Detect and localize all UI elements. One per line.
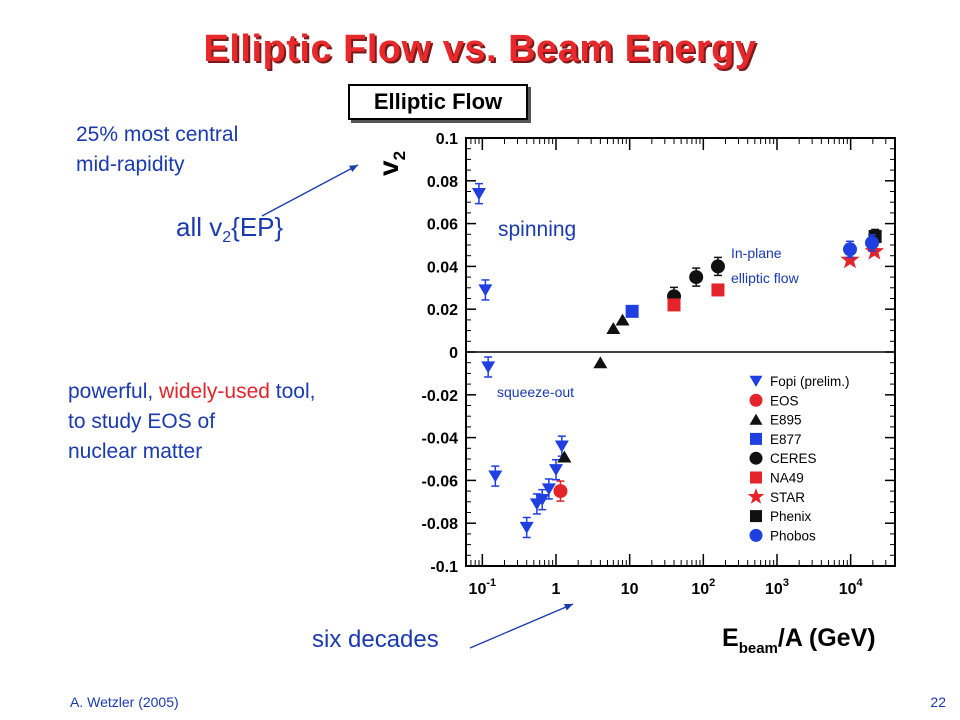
annotation-inplane-line1: In-plane xyxy=(731,245,782,261)
data-point-fopi-prelim xyxy=(478,284,493,297)
data-point-star xyxy=(840,249,860,269)
data-point-ceres xyxy=(689,270,704,285)
legend-label-e895: E895 xyxy=(770,413,802,428)
page-number: 22 xyxy=(930,694,946,710)
note-central-line1: 25% most central xyxy=(76,123,239,146)
legend-marker-na49 xyxy=(750,471,762,484)
data-point-e877 xyxy=(625,304,639,318)
note-central: 25% most central mid-rapidity xyxy=(76,120,238,180)
note-ep: all v2{EP} xyxy=(176,212,283,247)
panel-title: Elliptic Flow xyxy=(348,84,528,120)
x-axis-label: Ebeam/A (GeV) xyxy=(722,624,876,657)
data-point-ceres xyxy=(710,259,725,274)
data-point-fopi-prelim xyxy=(481,361,496,374)
y-tick-label: -0.04 xyxy=(422,431,459,448)
note-tool-line1: powerful, widely-used tool, xyxy=(68,377,315,407)
data-point-fopi-prelim xyxy=(554,440,569,453)
note-ep-main: all v xyxy=(176,212,223,242)
legend-marker-eos xyxy=(749,393,763,407)
note-tool-line1-red: widely-used xyxy=(159,380,270,403)
y-tick-label: 0.08 xyxy=(427,174,458,191)
data-point-e895 xyxy=(557,450,572,463)
legend-marker-e877 xyxy=(750,432,762,445)
y-axis-label: v2 xyxy=(373,151,409,176)
annotation-squeeze-out: squeeze-out xyxy=(497,384,574,400)
data-point-na49 xyxy=(667,298,681,312)
slide-title: Elliptic Flow vs. Beam Energy xyxy=(203,28,757,70)
annotation-inplane-line2: elliptic flow xyxy=(731,270,800,286)
data-point-eos xyxy=(553,484,568,499)
legend-label-e877: E877 xyxy=(770,432,802,447)
legend-label-fopi-prelim: Fopi (prelim.) xyxy=(770,374,850,389)
footer-author: A. Wetzler (2005) xyxy=(70,694,179,710)
note-tool-line1-a: powerful, xyxy=(68,380,160,403)
data-point-fopi-prelim xyxy=(488,470,503,483)
legend-label-phobos: Phobos xyxy=(770,528,816,543)
note-decades: six decades xyxy=(312,626,439,653)
data-point-fopi-prelim xyxy=(471,188,486,200)
note-ep-sub: 2 xyxy=(222,229,232,247)
legend-label-na49: NA49 xyxy=(770,471,804,486)
x-tick-label: 102 xyxy=(691,577,715,598)
data-point-na49 xyxy=(711,283,725,297)
legend-marker-phobos xyxy=(749,528,763,542)
y-tick-label: 0.02 xyxy=(427,302,458,319)
legend-label-phenix: Phenix xyxy=(770,509,812,524)
y-tick-label: -0.1 xyxy=(430,559,458,576)
legend-marker-ceres xyxy=(749,451,763,465)
arrow-to-axis xyxy=(469,603,574,649)
legend-marker-e895 xyxy=(749,413,763,425)
note-tool: powerful, widely-used tool, to study EOS… xyxy=(68,377,315,467)
arrow-to-axis-head xyxy=(564,604,573,611)
y-tick-label: -0.06 xyxy=(422,473,459,490)
legend-marker-fopi-prelim xyxy=(749,375,763,387)
x-tick-label: 10 xyxy=(621,581,639,598)
y-tick-label: -0.02 xyxy=(422,388,459,405)
data-point-fopi-prelim xyxy=(535,494,550,506)
arrow-to-v2-head xyxy=(349,165,358,172)
data-point-e895 xyxy=(593,356,608,369)
note-tool-line1-b: tool, xyxy=(269,380,316,403)
data-point-e895 xyxy=(606,322,621,335)
legend-label-star: STAR xyxy=(770,490,805,505)
y-tick-label: 0 xyxy=(449,345,458,362)
x-tick-label: 1 xyxy=(552,581,561,598)
annotation-spinning: spinning xyxy=(498,218,576,241)
note-central-line2: mid-rapidity xyxy=(76,153,185,176)
y-tick-label: 0.06 xyxy=(427,217,458,234)
x-tick-label: 104 xyxy=(839,577,864,598)
note-tool-line2: to study EOS of xyxy=(68,410,216,433)
y-tick-label: 0.1 xyxy=(436,131,458,148)
legend-marker-phenix xyxy=(750,510,762,523)
legend-label-eos: EOS xyxy=(770,393,799,408)
data-point-fopi-prelim xyxy=(519,521,534,534)
data-point-e895 xyxy=(615,313,630,326)
y-tick-label: -0.08 xyxy=(422,516,459,533)
data-point-phobos xyxy=(843,242,858,257)
data-point-fopi-prelim xyxy=(549,464,564,476)
legend-marker-star xyxy=(747,488,765,504)
x-tick-label: 103 xyxy=(765,577,789,598)
x-tick-label: 10-1 xyxy=(469,577,497,598)
arrow-to-v2 xyxy=(261,164,359,217)
note-ep-tail: {EP} xyxy=(231,212,284,242)
legend-label-ceres: CERES xyxy=(770,451,817,466)
y-tick-label: 0.04 xyxy=(427,259,458,276)
data-point-fopi-prelim xyxy=(541,483,556,496)
data-point-phobos xyxy=(865,235,880,250)
note-tool-line3: nuclear matter xyxy=(68,440,203,463)
